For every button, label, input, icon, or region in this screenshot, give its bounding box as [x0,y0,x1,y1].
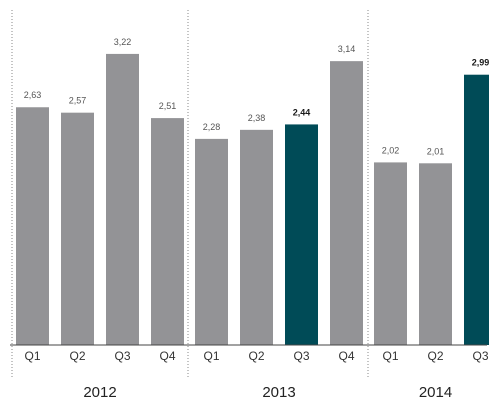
quarter-label-2014-q3: Q3 [472,349,488,363]
bar-2013-q3 [285,124,318,345]
data-label-2014-q1: 2,02 [382,145,400,155]
bar-2012-q4 [151,118,184,345]
year-label-2012: 2012 [83,384,116,401]
quarter-label-2013-q2: Q2 [248,349,264,363]
quarter-label-2014-q2: Q2 [427,349,443,363]
data-label-2012-q2: 2,57 [69,96,87,106]
quarter-label-2012-q4: Q4 [159,349,175,363]
bar-2012-q1 [16,107,49,345]
quarter-label-2013-q4: Q4 [338,349,354,363]
data-label-2012-q3: 3,22 [114,37,132,47]
quarter-label-2013-q1: Q1 [203,349,219,363]
quarter-label-2012-q1: Q1 [24,349,40,363]
year-labels: 2012 2013 2014 [83,384,452,401]
bar-2013-q2 [240,129,273,345]
data-label-2013-q3: 2,44 [293,107,311,117]
data-label-2013-q1: 2,28 [203,122,221,132]
data-label-2012-q4: 2,51 [159,101,177,111]
data-label-2014-q2: 2,01 [427,146,445,156]
quarter-label-2014-q1: Q1 [382,349,398,363]
data-label-2012-q1: 2,63 [24,90,42,100]
year-label-2014: 2014 [419,384,452,401]
bar-2013-q4 [330,61,363,345]
bar-2014-q2 [419,163,452,345]
bar-2012-q3 [106,53,139,346]
bar-2014-q3 [464,74,489,345]
data-label-2014-q3: 2,99 [472,58,489,68]
data-labels: 2,63 2,57 3,22 2,51 2,28 2,38 2,44 3,14 2,02 2,01… [24,37,489,156]
data-label-2013-q2: 2,38 [248,113,266,123]
year-separators [11,10,369,378]
bar-2012-q2 [61,112,94,345]
quarter-label-2012-q2: Q2 [69,349,85,363]
bar-2014-q1 [374,162,407,345]
bar-series [16,53,489,346]
year-label-2013: 2013 [262,384,295,401]
quarter-label-2012-q3: Q3 [114,349,130,363]
quarter-label-2013-q3: Q3 [293,349,309,363]
data-label-2013-q4: 3,14 [338,44,356,54]
x-tick-labels: Q1 Q2 Q3 Q4 Q1 Q2 Q3 Q4 Q1 Q2 Q3 [24,349,488,363]
bar-2013-q1 [195,138,228,345]
